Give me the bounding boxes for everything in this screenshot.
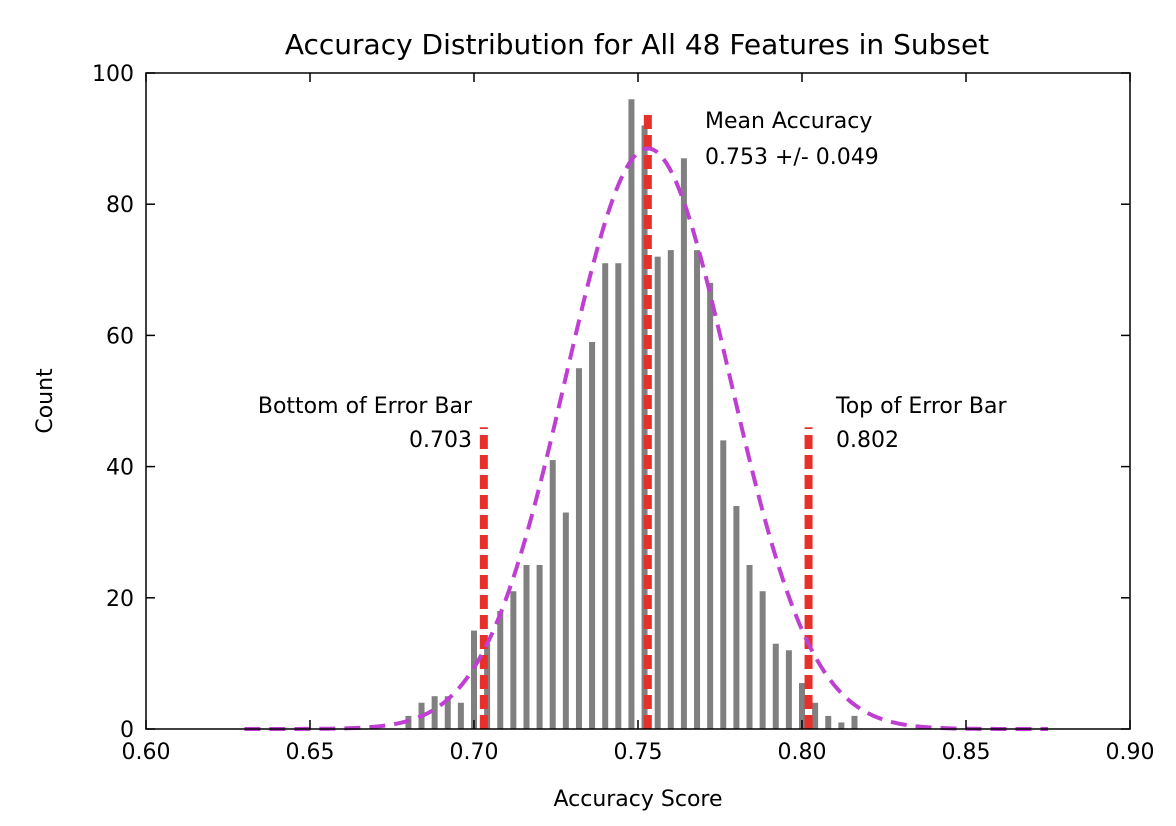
x-tick-label: 0.75 bbox=[614, 740, 663, 765]
y-tick-label: 60 bbox=[106, 324, 134, 349]
x-tick-label: 0.65 bbox=[286, 740, 335, 765]
bars-layer bbox=[405, 99, 858, 730]
histogram-bar bbox=[628, 99, 635, 730]
y-tick-label: 100 bbox=[92, 62, 134, 87]
histogram-bar bbox=[589, 341, 596, 729]
bottom-error-value: 0.703 bbox=[409, 428, 472, 453]
top-error-label: Top of Error Bar bbox=[835, 394, 1008, 419]
reference-lines-layer bbox=[479, 112, 813, 729]
histogram-bar bbox=[602, 263, 609, 729]
x-tick-label: 0.60 bbox=[122, 740, 171, 765]
histogram-bar bbox=[667, 250, 674, 729]
histogram-bar bbox=[615, 263, 622, 729]
histogram-bar bbox=[812, 702, 819, 729]
histogram-bar bbox=[825, 715, 832, 729]
histogram-bar bbox=[838, 722, 845, 729]
x-tick-label: 0.80 bbox=[778, 740, 827, 765]
histogram-bar bbox=[785, 650, 792, 729]
histogram-bar bbox=[720, 440, 727, 729]
y-axis-ticks: 0 20 40 60 80 100 bbox=[92, 62, 1130, 743]
y-tick-label: 20 bbox=[106, 587, 134, 612]
histogram-bar bbox=[733, 505, 740, 729]
histogram-bar bbox=[694, 250, 701, 729]
histogram-bar bbox=[562, 512, 569, 729]
histogram-bar bbox=[759, 591, 766, 729]
histogram-bar bbox=[497, 610, 504, 729]
histogram-bar bbox=[536, 565, 543, 729]
histogram-bar bbox=[457, 702, 464, 729]
top-error-annotation: Top of Error Bar 0.802 bbox=[835, 394, 1008, 453]
normal-fit-curve bbox=[244, 146, 1048, 731]
histogram-bar bbox=[471, 630, 477, 729]
x-tick-label: 0.85 bbox=[942, 740, 991, 765]
histogram-bar bbox=[431, 696, 438, 729]
y-tick-label: 40 bbox=[106, 456, 134, 481]
histogram-bar bbox=[746, 565, 753, 729]
y-tick-label: 0 bbox=[120, 718, 134, 743]
histogram-bar bbox=[707, 282, 714, 729]
x-tick-label: 0.90 bbox=[1106, 740, 1155, 765]
bottom-error-label: Bottom of Error Bar bbox=[258, 394, 473, 419]
top-error-value: 0.802 bbox=[836, 428, 899, 453]
mean-annotation-label: Mean Accuracy bbox=[705, 109, 872, 134]
x-axis-ticks: 0.60 0.65 0.70 0.75 0.80 0.85 0.90 bbox=[122, 73, 1155, 765]
y-tick-label: 80 bbox=[106, 193, 134, 218]
x-axis-label: Accuracy Score bbox=[553, 787, 722, 812]
histogram-bar bbox=[523, 565, 530, 729]
histogram-bar bbox=[444, 696, 451, 729]
y-axis-label: Count bbox=[33, 368, 58, 434]
histogram-bar bbox=[549, 460, 556, 729]
bottom-error-annotation: Bottom of Error Bar 0.703 bbox=[258, 394, 473, 453]
histogram-bar bbox=[772, 643, 779, 729]
x-tick-label: 0.70 bbox=[450, 740, 499, 765]
chart-title: Accuracy Distribution for All 48 Feature… bbox=[285, 28, 989, 61]
fit-curve-layer bbox=[244, 146, 1048, 731]
histogram-bar bbox=[575, 368, 582, 729]
mean-annotation-value: 0.753 +/- 0.049 bbox=[705, 145, 879, 170]
histogram-bar bbox=[799, 683, 805, 729]
histogram-bar bbox=[680, 158, 687, 729]
histogram-bar bbox=[654, 256, 661, 729]
mean-annotation: Mean Accuracy 0.753 +/- 0.049 bbox=[705, 109, 879, 170]
histogram-bar bbox=[510, 591, 517, 729]
histogram-bar bbox=[851, 715, 858, 729]
